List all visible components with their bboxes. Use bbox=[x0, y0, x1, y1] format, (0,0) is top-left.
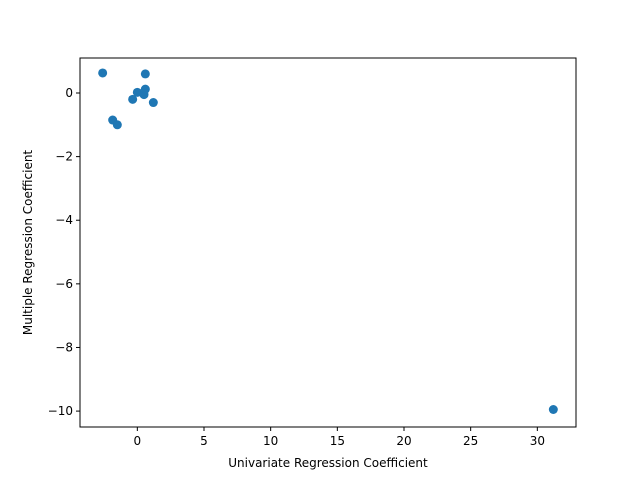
y-tick-label: 0 bbox=[65, 86, 73, 100]
y-tick-label: −8 bbox=[55, 340, 73, 354]
x-tick-label: 10 bbox=[263, 434, 278, 448]
x-tick-label: 5 bbox=[200, 434, 208, 448]
x-axis-label: Univariate Regression Coefficient bbox=[228, 456, 428, 470]
data-point bbox=[98, 68, 108, 78]
y-tick-label: −2 bbox=[55, 150, 73, 164]
x-tick-label: 25 bbox=[463, 434, 478, 448]
data-point bbox=[112, 120, 122, 130]
x-tick-label: 0 bbox=[134, 434, 142, 448]
x-tick-label: 30 bbox=[530, 434, 545, 448]
x-tick-label: 15 bbox=[330, 434, 345, 448]
y-tick-label: −6 bbox=[55, 277, 73, 291]
y-axis-label: Multiple Regression Coefficient bbox=[21, 150, 35, 336]
y-tick-label: −4 bbox=[55, 213, 73, 227]
x-axis-ticks: 0 5 10 15 20 25 30 bbox=[134, 427, 545, 448]
y-axis-ticks: 0 −2 −4 −6 −8 −10 bbox=[48, 86, 80, 418]
data-point bbox=[140, 84, 150, 94]
data-point bbox=[148, 98, 158, 108]
data-point bbox=[128, 94, 138, 104]
data-point bbox=[140, 69, 150, 79]
data-points bbox=[98, 68, 558, 415]
data-point bbox=[548, 405, 558, 415]
plot-area-frame bbox=[79, 57, 577, 428]
x-tick-label: 20 bbox=[396, 434, 411, 448]
y-tick-label: −10 bbox=[48, 404, 73, 418]
